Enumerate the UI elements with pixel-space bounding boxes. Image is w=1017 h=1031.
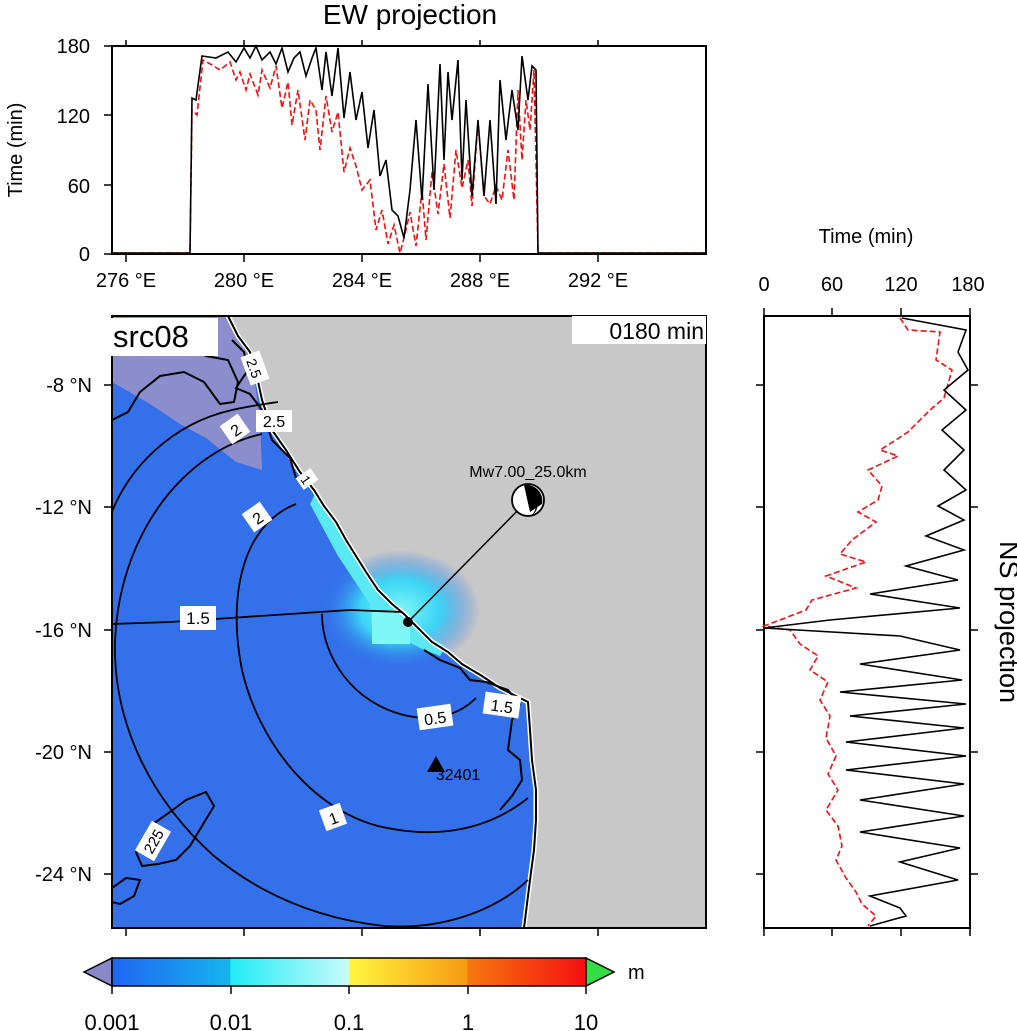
- contour-label-2-north: 2: [219, 413, 251, 445]
- svg-text:2.5: 2.5: [243, 356, 265, 380]
- ew-xtick-276: 276 °E: [96, 270, 156, 292]
- ns-arrival-curve: [760, 317, 953, 927]
- ns-max-curve: [763, 317, 970, 927]
- map-lat-ticks: [104, 384, 599, 936]
- colorbar-tick-01: 0.1: [334, 1010, 365, 1031]
- ns-projection-panel: Time (min) 0 60 120 180 NS projection: [756, 226, 1017, 936]
- ew-ytick-60: 60: [68, 176, 90, 198]
- ns-xtick-120: 120: [884, 274, 917, 296]
- contour-label-2-5: 2.5: [256, 410, 292, 432]
- colorbar-tick-1: 1: [462, 1010, 474, 1031]
- contour-2: [114, 433, 529, 928]
- colorbar-unit: m: [628, 962, 645, 984]
- ew-ylabel: Time (min): [5, 103, 27, 198]
- beachball-icon: [511, 483, 545, 517]
- contour-label-1-5-west: 1.5: [180, 606, 216, 630]
- event-leader-line: [407, 499, 529, 623]
- colorbar-tick-10: 10: [574, 1010, 598, 1031]
- colorbar-tick-001: 0.01: [210, 1010, 253, 1031]
- svg-text:0.5: 0.5: [423, 709, 447, 729]
- contour-2-5: [112, 401, 279, 513]
- contour-0-5: [321, 613, 477, 719]
- island-contour-small: [112, 876, 142, 906]
- station-triangle-icon: [427, 756, 445, 772]
- island-contour: [134, 790, 216, 868]
- colorbar-over-icon: [585, 956, 616, 988]
- time-label-box: [572, 316, 706, 344]
- time-label: 0180 min: [609, 318, 704, 344]
- lat-tick-12: -12 °N: [35, 497, 92, 519]
- contour-label-1-coast: 1: [295, 468, 319, 490]
- ew-ytick-0: 0: [79, 244, 90, 266]
- colorbar-ticks: [111, 986, 587, 994]
- map-frame: [111, 315, 707, 929]
- colorbar-under-icon: [82, 956, 113, 988]
- svg-text:1.5: 1.5: [489, 698, 513, 718]
- ew-ytick-120: 120: [57, 106, 90, 128]
- lat-tick-20: -20 °N: [35, 742, 92, 764]
- ns-plot-frame: [763, 315, 971, 929]
- colorbar: 0.001 0.01 0.1 1 10 m: [82, 956, 645, 1031]
- ew-xtick-288: 288 °E: [450, 270, 510, 292]
- coastline: [227, 316, 537, 928]
- colorbar-tick-0001: 0.001: [84, 1010, 139, 1031]
- map-field: 0.5 1 1.5 1.5 2 2: [112, 316, 706, 928]
- ew-projection-panel: EW projection Time (min) 0 60 120 180 27…: [5, 0, 707, 292]
- source-label-box: [108, 318, 218, 356]
- ew-arrival-curve: [112, 58, 706, 254]
- colorbar-ramp: [111, 957, 587, 987]
- ns-title: NS projection: [994, 541, 1017, 703]
- event-label: Mw7.00_25.0km: [469, 464, 586, 481]
- source-label: src08: [113, 319, 189, 354]
- epicenter-marker: [403, 617, 413, 627]
- ns-ticks: [756, 308, 978, 936]
- ew-xtick-280: 280 °E: [214, 270, 274, 292]
- lat-tick-16: -16 °N: [35, 620, 92, 642]
- ew-max-curve: [112, 44, 706, 254]
- ew-title: EW projection: [323, 0, 497, 30]
- map-panel: 0.5 1 1.5 1.5 2 2: [35, 315, 707, 936]
- ew-xtick-292: 292 °E: [568, 270, 628, 292]
- contour-1-5: [112, 609, 403, 625]
- ns-xtick-0: 0: [758, 274, 769, 296]
- svg-text:2.5: 2.5: [263, 414, 285, 431]
- ew-ticks: [104, 40, 599, 262]
- ew-xtick-284: 284 °E: [332, 270, 392, 292]
- contour-label-2: 2: [241, 501, 273, 533]
- lat-tick-8: -8 °N: [46, 375, 92, 397]
- ew-ytick-180: 180: [57, 36, 90, 58]
- svg-text:1.5: 1.5: [186, 609, 210, 628]
- ns-xlabel: Time (min): [819, 226, 914, 248]
- contour-label-0-5: 0.5: [416, 703, 454, 731]
- station-label: 32401: [436, 767, 481, 784]
- ns-xtick-180: 180: [951, 274, 984, 296]
- contour-label-1: 1: [318, 802, 348, 832]
- max-cell: [372, 612, 410, 644]
- contour-label-1-5-east: 1.5: [482, 691, 522, 719]
- contour-1: [235, 503, 529, 834]
- ns-xtick-60: 60: [821, 274, 843, 296]
- contour-label-2-5-top: 2.5: [240, 350, 270, 386]
- lat-tick-24: -24 °N: [35, 864, 92, 886]
